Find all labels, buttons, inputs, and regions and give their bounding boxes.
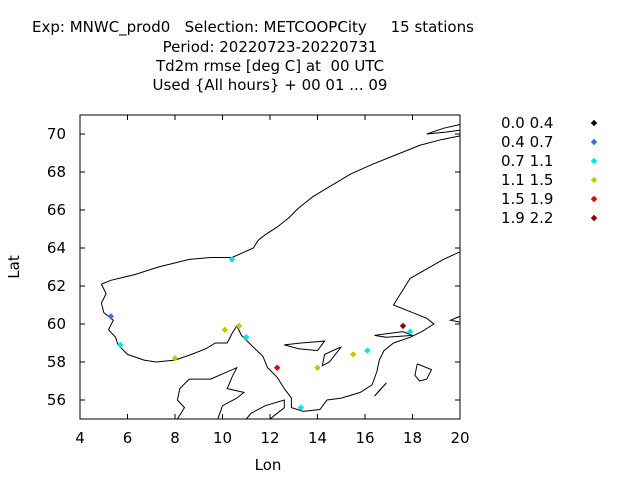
y-tick-label: 60 <box>47 315 66 333</box>
y-tick-label: 56 <box>47 391 66 409</box>
legend-marker <box>590 176 598 184</box>
y-tick-label: 62 <box>47 277 66 295</box>
station-point <box>273 364 281 371</box>
y-tick-label: 64 <box>47 239 66 257</box>
station-point <box>297 404 305 411</box>
station-point <box>107 313 115 320</box>
station-point <box>117 341 124 349</box>
station-point <box>221 326 229 333</box>
y-tick-label: 70 <box>47 125 66 143</box>
x-tick-label: 10 <box>213 429 232 447</box>
title-parameter: Td2m rmse [deg C] at 00 UTC <box>155 57 385 75</box>
x-tick-label: 6 <box>123 429 133 447</box>
station-point <box>314 364 321 371</box>
station-point <box>171 355 179 362</box>
y-tick-label: 68 <box>47 163 66 181</box>
plot-frame <box>79 114 461 420</box>
legend-label: 0.4 0.7 <box>501 133 553 151</box>
station-point <box>399 322 407 330</box>
legend-label: 1.9 2.2 <box>501 209 553 227</box>
x-tick-label: 12 <box>260 429 279 447</box>
station-point <box>349 351 357 358</box>
x-axis-label: Lon <box>255 456 282 474</box>
legend-marker <box>590 138 598 146</box>
station-point <box>235 322 243 330</box>
x-tick-label: 16 <box>355 429 374 447</box>
legend-label: 1.1 1.5 <box>501 171 553 189</box>
x-tick-label: 4 <box>75 429 85 447</box>
title-experiment: Exp: MNWC_prod0 Selection: METCOOPCity 1… <box>32 18 474 36</box>
station-point <box>364 347 371 354</box>
legend-label: 1.5 1.9 <box>501 190 553 208</box>
legend-marker <box>590 157 598 165</box>
legend-marker <box>590 119 598 127</box>
y-tick-label: 58 <box>47 353 66 371</box>
x-tick-label: 8 <box>170 429 180 447</box>
legend-label: 0.7 1.1 <box>501 152 553 170</box>
legend-label: 0.0 0.4 <box>501 114 553 132</box>
y-axis-label: Lat <box>5 255 23 279</box>
legend-marker <box>590 214 598 222</box>
legend-marker <box>590 195 598 203</box>
title-period: Period: 20220723-20220731 <box>162 38 378 56</box>
title-hours: Used {All hours} + 00 01 ... 09 <box>152 76 388 94</box>
x-tick-label: 14 <box>308 429 327 447</box>
station-point <box>228 256 236 263</box>
coastline-outline <box>100 124 461 420</box>
x-tick-label: 20 <box>450 429 469 447</box>
y-tick-label: 66 <box>47 201 66 219</box>
station-point <box>243 334 250 341</box>
station-point <box>406 328 414 335</box>
x-tick-label: 18 <box>403 429 422 447</box>
